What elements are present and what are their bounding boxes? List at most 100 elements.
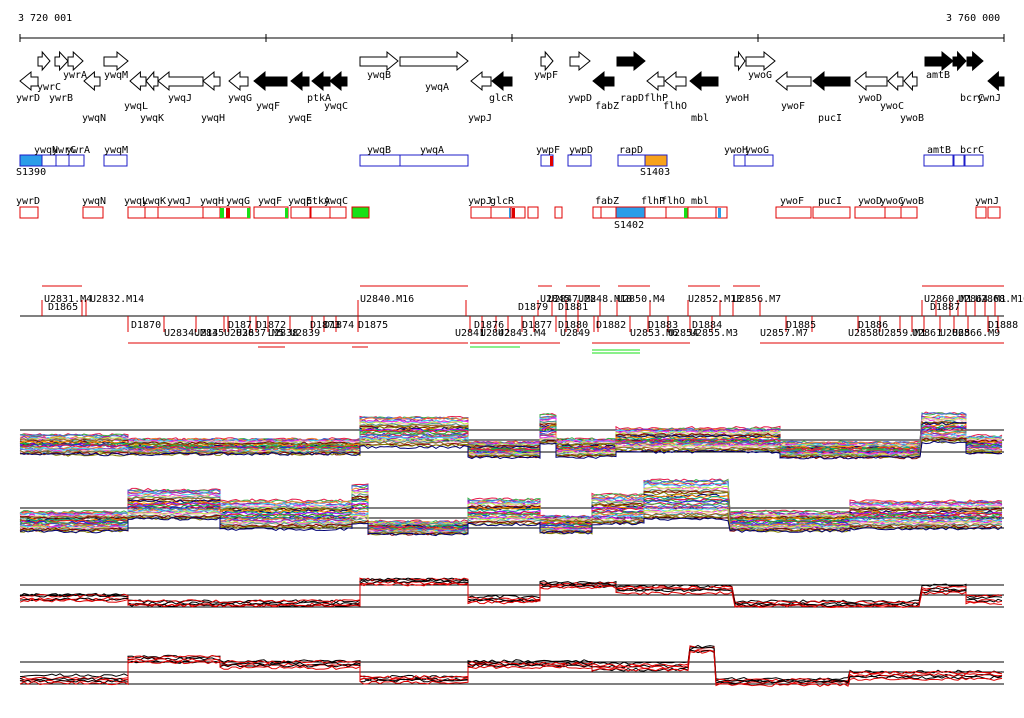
gene-arrow[interactable] (37, 50, 51, 72)
gene-arrow[interactable] (775, 70, 812, 92)
red-feature-box[interactable] (490, 206, 512, 219)
red-feature-box[interactable] (329, 206, 347, 219)
profile-line (19, 516, 1003, 537)
gene-label: pucI (818, 113, 842, 124)
gene-arrow[interactable] (145, 70, 159, 92)
blue-feature-box[interactable] (733, 154, 746, 167)
red-feature-box[interactable] (310, 206, 331, 219)
blue-feature-box[interactable] (359, 154, 401, 167)
transcript-label: U2854 (668, 328, 698, 339)
gene-arrow[interactable] (129, 70, 147, 92)
feature-label: amtB (927, 145, 951, 156)
red-feature-box[interactable] (900, 206, 918, 219)
blue-feature-box[interactable] (953, 154, 965, 167)
gene-label: ywqB (367, 70, 391, 81)
red-feature-box[interactable] (202, 206, 221, 219)
red-feature-box[interactable] (600, 206, 617, 219)
red-feature-box[interactable] (644, 206, 667, 219)
ruler-end-label: 3 760 000 (946, 13, 1001, 24)
gene-arrow[interactable] (470, 70, 492, 92)
gene-arrow[interactable] (157, 70, 204, 92)
red-feature-box[interactable] (253, 206, 289, 219)
transcript-label: U2861 (912, 328, 942, 339)
red-feature-box[interactable] (715, 206, 728, 219)
gene-arrow[interactable] (924, 50, 954, 72)
gene-arrow[interactable] (592, 70, 615, 92)
feature-highlight (512, 208, 515, 218)
gene-arrow[interactable] (854, 70, 888, 92)
gene-arrow[interactable] (646, 70, 665, 92)
red-feature-box[interactable] (82, 206, 104, 219)
gene-arrow[interactable] (569, 50, 591, 72)
gene-arrow[interactable] (83, 70, 101, 92)
blue-feature-box[interactable] (964, 154, 984, 167)
blue-feature-box[interactable] (567, 154, 592, 167)
transcript-label: U2841 (455, 328, 485, 339)
blue-feature-box[interactable] (55, 154, 70, 167)
red-feature-box[interactable] (351, 206, 370, 219)
blue-feature-box[interactable] (19, 154, 43, 167)
gene-arrow[interactable] (202, 70, 221, 92)
red-feature-box[interactable] (127, 206, 146, 219)
gene-label: ywnJ (977, 93, 1001, 104)
gene-arrow[interactable] (664, 70, 687, 92)
gene-arrow[interactable] (67, 50, 84, 72)
blue-feature-box[interactable] (68, 154, 85, 167)
red-feature-box[interactable] (884, 206, 902, 219)
gene-arrow[interactable] (311, 70, 331, 92)
blue-feature-box[interactable] (744, 154, 774, 167)
gene-arrow[interactable] (616, 50, 646, 72)
gene-arrow[interactable] (399, 50, 469, 72)
gene-arrow[interactable] (887, 70, 904, 92)
blue-feature-box[interactable] (399, 154, 469, 167)
blue-feature-box[interactable] (644, 154, 668, 167)
blue-feature-box[interactable] (617, 154, 646, 167)
red-feature-box[interactable] (592, 206, 602, 219)
red-feature-box[interactable] (470, 206, 492, 219)
gene-arrow[interactable] (228, 70, 249, 92)
gene-label: ywqC (324, 101, 348, 112)
gene-arrow[interactable] (290, 70, 310, 92)
red-feature-box[interactable] (527, 206, 539, 219)
feature-label: ywoC (880, 196, 904, 207)
gene-arrow[interactable] (745, 50, 776, 72)
blue-feature-box[interactable] (41, 154, 57, 167)
gene-arrow[interactable] (966, 50, 984, 72)
feature-label: mbl (691, 196, 709, 207)
red-feature-box[interactable] (975, 206, 987, 219)
red-feature-box[interactable] (19, 206, 39, 219)
profile-line (19, 440, 1003, 460)
red-feature-box[interactable] (144, 206, 159, 219)
red-feature-box[interactable] (775, 206, 812, 219)
gene-arrow[interactable] (903, 70, 918, 92)
gene-arrow[interactable] (253, 70, 288, 92)
red-feature-box[interactable] (510, 206, 526, 219)
gene-arrow[interactable] (491, 70, 513, 92)
gene-arrow[interactable] (329, 70, 348, 92)
gene-arrow[interactable] (952, 50, 967, 72)
red-feature-box[interactable] (987, 206, 1001, 219)
blue-feature-box[interactable] (923, 154, 954, 167)
gene-arrow[interactable] (19, 70, 39, 92)
gene-arrow[interactable] (103, 50, 129, 72)
profile-line (19, 490, 1003, 528)
gene-arrow[interactable] (987, 70, 1005, 92)
blue-feature-box[interactable] (103, 154, 128, 167)
gene-label: ywqN (82, 113, 106, 124)
red-feature-box[interactable] (219, 206, 251, 219)
red-feature-box[interactable] (290, 206, 311, 219)
gene-arrow[interactable] (359, 50, 399, 72)
feature-label: ywqN (34, 145, 58, 156)
feature-highlight (247, 208, 250, 218)
red-feature-box[interactable] (854, 206, 886, 219)
red-feature-box[interactable] (812, 206, 851, 219)
gene-arrow[interactable] (54, 50, 69, 72)
gene-arrow[interactable] (734, 50, 746, 72)
red-feature-box[interactable] (615, 206, 646, 219)
gene-arrow[interactable] (540, 50, 554, 72)
gene-arrow[interactable] (812, 70, 851, 92)
red-feature-box[interactable] (687, 206, 717, 219)
red-feature-box[interactable] (554, 206, 563, 219)
red-feature-box[interactable] (157, 206, 204, 219)
gene-arrow[interactable] (689, 70, 719, 92)
